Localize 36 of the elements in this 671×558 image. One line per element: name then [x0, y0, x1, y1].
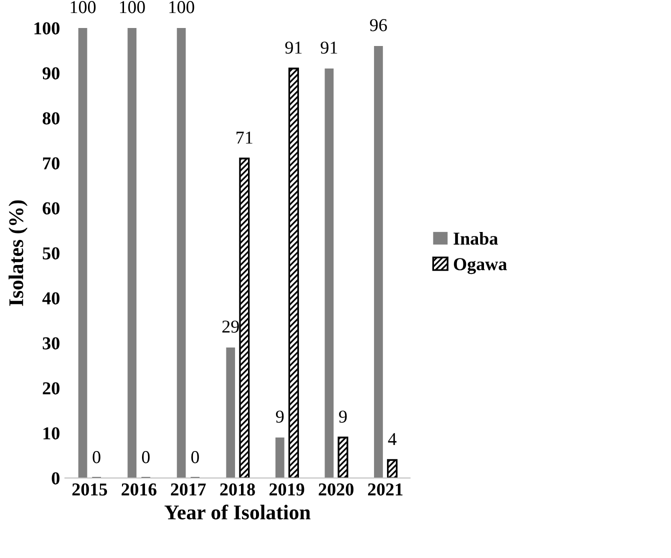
y-tick-label: 0 [52, 472, 60, 484]
y-tick-label: 70 [43, 157, 60, 170]
data-label: 71 [236, 132, 252, 144]
data-label: 100 [169, 1, 194, 14]
x-tick-label: 2020 [318, 483, 354, 496]
legend-label: Inaba [454, 232, 498, 245]
y-tick-label: 20 [42, 382, 60, 394]
data-label: 9 [276, 410, 284, 423]
y-tick-label: 30 [42, 337, 60, 350]
data-label: 96 [370, 19, 387, 32]
y-tick-label: 50 [42, 247, 60, 260]
data-label: 29 [222, 320, 239, 333]
x-tick-label: 2017 [170, 483, 206, 496]
y-tick-label: 80 [42, 112, 60, 124]
x-tick-label: 2015 [72, 483, 108, 496]
y-tick-label: 100 [34, 22, 60, 34]
data-label: 9 [339, 410, 347, 423]
x-tick-label: 2016 [122, 483, 156, 496]
x-tick-label: 2019 [269, 483, 304, 496]
y-tick-label: 90 [42, 67, 60, 80]
x-tick-label: 2021 [368, 483, 402, 496]
y-tick-label: 10 [44, 427, 60, 440]
data-label: 0 [191, 451, 199, 464]
y-tick-label: 40 [42, 292, 60, 304]
data-label: 0 [92, 451, 100, 464]
x-axis-title: Year of Isolation [164, 504, 310, 520]
data-label: 91 [285, 42, 302, 54]
data-label: 100 [70, 1, 96, 14]
y-axis-title: Isolates (%) [8, 200, 28, 306]
data-label: 91 [320, 42, 338, 54]
data-label: 0 [142, 451, 150, 464]
y-tick-label: 60 [42, 202, 60, 214]
x-tick-label: 2018 [220, 483, 255, 496]
data-label: 100 [120, 1, 145, 14]
data-label: 4 [388, 433, 396, 446]
legend-label: Ogawa [454, 258, 507, 274]
